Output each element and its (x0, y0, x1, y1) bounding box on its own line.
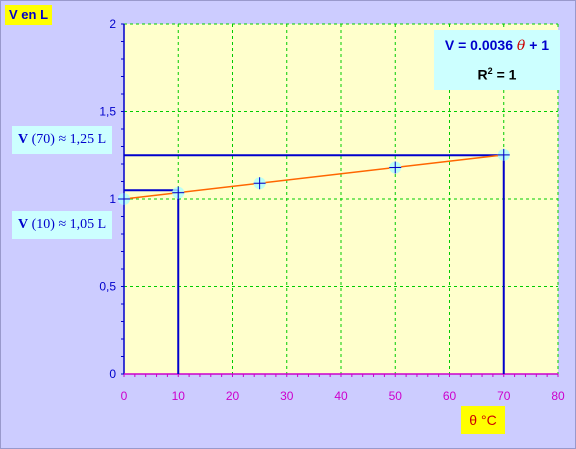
trendline-group (123, 154, 504, 200)
x-tick-label: 80 (551, 389, 565, 403)
points-group (118, 148, 510, 205)
y-axis-label: V en L (5, 5, 53, 25)
x-tick-label: 30 (280, 389, 294, 403)
y-tick-label: 0,5 (99, 280, 116, 294)
data-point (497, 148, 510, 161)
x-tick-label: 10 (172, 389, 186, 403)
data-point (253, 177, 266, 190)
regression-equation-box: V = 0.0036 θ + 1 R2 = 1 (434, 30, 560, 90)
equation-suffix: + 1 (529, 37, 550, 53)
data-point (389, 161, 402, 174)
x-tick-label: 60 (443, 389, 457, 403)
annotation-v10-symbol: V (18, 217, 29, 232)
x-tick-label: 70 (497, 389, 511, 403)
guide-lines (124, 154, 505, 374)
annotation-v70: V (70) ≈ 1,25 L (12, 126, 113, 154)
x-tick-label: 40 (334, 389, 348, 403)
equation-line: V = 0.0036 θ + 1 (434, 36, 560, 54)
annotation-v10: V (10) ≈ 1,05 L (12, 211, 113, 239)
x-tick-label: 50 (389, 389, 403, 403)
annotation-v10-text: (10) ≈ 1,05 L (28, 217, 107, 232)
x-tick-label: 20 (226, 389, 240, 403)
y-tick-label: 0 (109, 367, 116, 381)
x-axis-label: θ °C (461, 406, 505, 434)
tick-labels: 0 10 20 30 40 50 60 70 80 0 0,5 1 1,5 2 (99, 17, 565, 403)
r-squared-line: R2 = 1 (434, 62, 560, 83)
x-axis-label-text: θ °C (469, 412, 497, 428)
equation-prefix: V = 0.0036 (444, 37, 514, 53)
r2-exponent: 2 (487, 66, 493, 76)
r2-label: R (477, 66, 488, 83)
data-point (118, 193, 130, 205)
trendline (123, 154, 504, 200)
y-tick-label: 1,5 (99, 105, 116, 119)
x-tick-label: 0 (121, 389, 128, 403)
annotation-v70-symbol: V (18, 132, 29, 147)
data-point (172, 186, 185, 199)
annotation-v70-text: (70) ≈ 1,25 L (28, 132, 107, 147)
y-tick-label: 1 (109, 192, 116, 206)
r2-value: = 1 (496, 66, 517, 83)
y-tick-label: 2 (109, 17, 116, 31)
equation-theta: θ (516, 38, 526, 54)
